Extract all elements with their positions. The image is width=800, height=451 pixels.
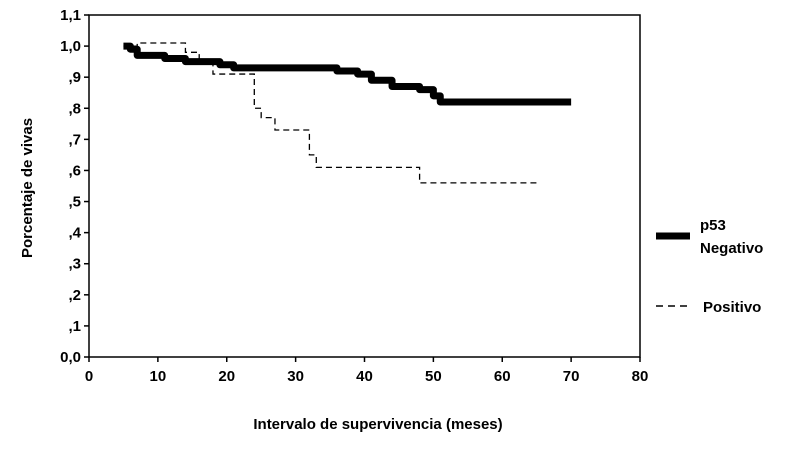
x-tick-label: 0	[85, 368, 93, 385]
legend-title: p53	[700, 217, 726, 234]
y-axis-ticks: 0,0 ,1 ,2 ,3 ,4 ,5 ,6 ,7 ,8 ,9 1,0 1,1	[60, 7, 89, 366]
legend-label-negativo: Negativo	[700, 240, 763, 257]
y-tick-label: ,1	[68, 318, 81, 335]
y-axis-label: Porcentaje de vivas	[19, 118, 36, 258]
plot-frame	[88, 14, 641, 358]
series-layer	[123, 42, 572, 184]
x-tick-label: 10	[150, 368, 167, 385]
x-axis-label: Intervalo de supervivencia (meses)	[253, 416, 502, 433]
y-tick-label: ,8	[68, 100, 81, 117]
y-tick-label: ,3	[68, 256, 81, 273]
x-tick-label: 40	[356, 368, 373, 385]
y-tick-label: ,7	[68, 131, 81, 148]
legend-label-positivo: Positivo	[703, 299, 761, 316]
y-tick-label: ,4	[68, 225, 81, 242]
y-tick-label: 0,0	[60, 349, 81, 366]
y-tick-label: ,5	[68, 194, 81, 211]
x-tick-label: 80	[632, 368, 649, 385]
y-tick-label: ,6	[68, 162, 81, 179]
x-axis-ticks: 0 10 20 30 40 50 60 70 80	[85, 357, 649, 385]
series-line-positivo	[123, 42, 537, 184]
y-tick-label: ,9	[68, 69, 81, 86]
y-tick-label: 1,0	[60, 38, 81, 55]
x-tick-label: 50	[425, 368, 442, 385]
y-tick-label: ,2	[68, 287, 81, 304]
series-line-negativo	[123, 42, 572, 106]
x-tick-label: 70	[563, 368, 580, 385]
x-tick-label: 30	[287, 368, 304, 385]
x-tick-label: 60	[494, 368, 511, 385]
legend: p53 Negativo Positivo	[656, 217, 763, 316]
x-tick-label: 20	[218, 368, 235, 385]
y-tick-label: 1,1	[60, 7, 81, 24]
